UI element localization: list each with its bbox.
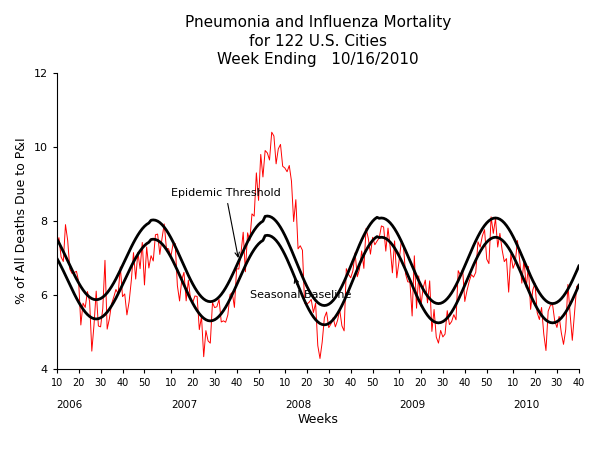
- Text: Seasonal Baseline: Seasonal Baseline: [250, 279, 351, 300]
- Text: 2008: 2008: [285, 400, 311, 410]
- Title: Pneumonia and Influenza Mortality
for 122 U.S. Cities
Week Ending   10/16/2010: Pneumonia and Influenza Mortality for 12…: [185, 15, 451, 67]
- Text: Epidemic Threshold: Epidemic Threshold: [171, 188, 281, 257]
- Text: 2009: 2009: [399, 400, 425, 410]
- Text: 2007: 2007: [171, 400, 197, 410]
- Y-axis label: % of All Deaths Due to P&I: % of All Deaths Due to P&I: [15, 137, 28, 304]
- Text: 2006: 2006: [57, 400, 83, 410]
- X-axis label: Weeks: Weeks: [298, 413, 338, 426]
- Text: 2010: 2010: [513, 400, 539, 410]
